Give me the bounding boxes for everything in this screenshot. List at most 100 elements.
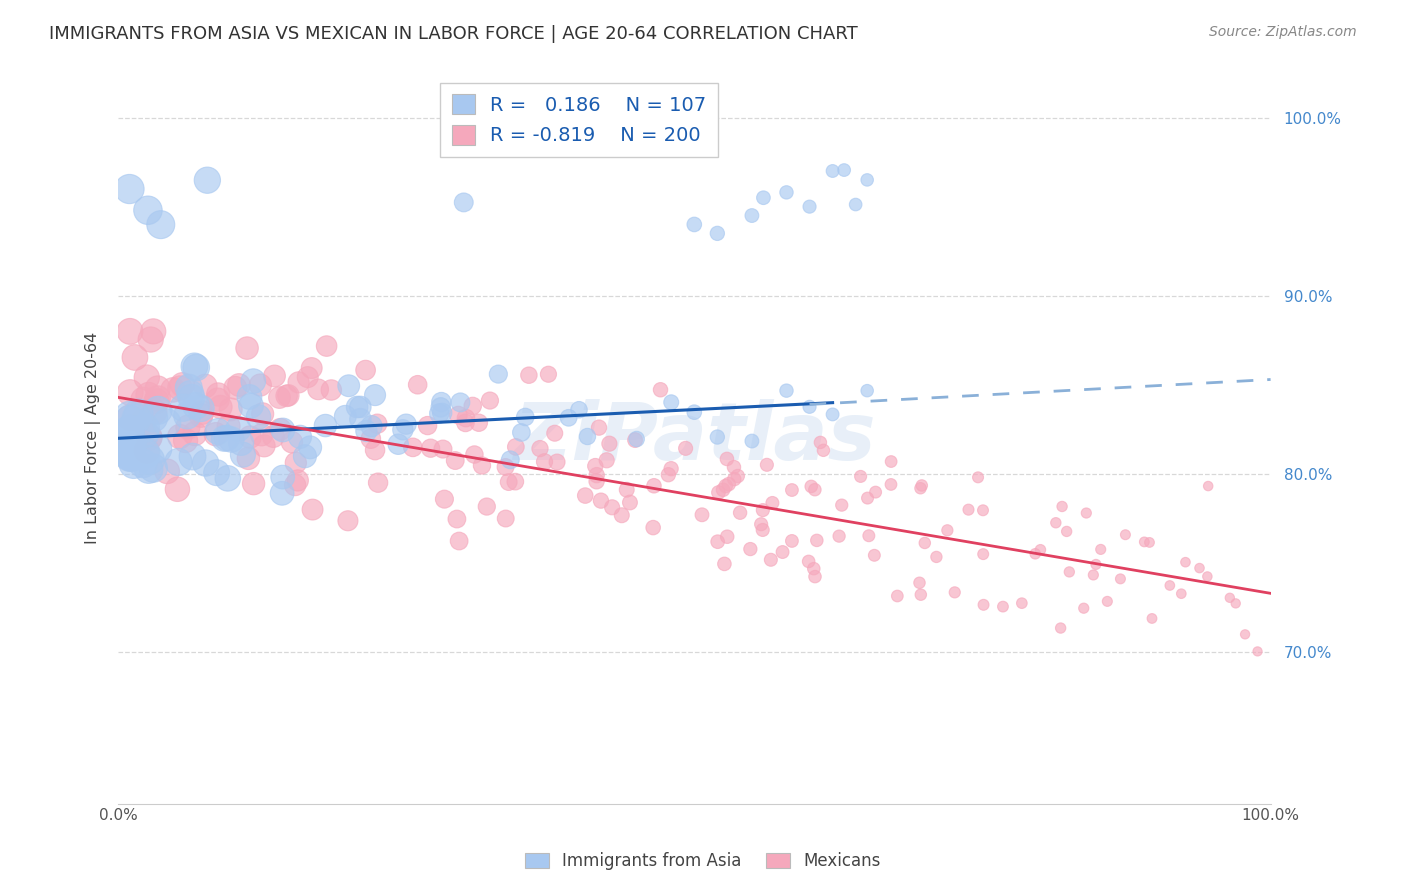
Point [741, 434, 763, 448]
Point [194, 456, 217, 470]
Point [138, 462, 160, 476]
Point [991, 599, 1014, 614]
Point [240, 399, 263, 413]
Point [427, 406, 450, 420]
Point [714, 479, 737, 493]
Point [880, 454, 903, 468]
Point [727, 469, 749, 483]
Point [810, 435, 832, 450]
Point [529, 442, 551, 456]
Point [301, 361, 323, 376]
Point [585, 468, 607, 483]
Point [207, 425, 229, 439]
Point [1246, 644, 1268, 658]
Point [250, 427, 273, 442]
Point [307, 382, 329, 396]
Point [190, 409, 212, 423]
Point [716, 452, 738, 467]
Point [387, 437, 409, 451]
Point [281, 435, 304, 450]
Point [406, 377, 429, 392]
Point [624, 433, 647, 447]
Point [207, 392, 229, 407]
Point [287, 376, 309, 390]
Point [433, 492, 456, 507]
Point [191, 406, 214, 420]
Point [967, 470, 990, 484]
Point [138, 388, 160, 402]
Point [139, 453, 162, 467]
Point [775, 384, 797, 398]
Point [135, 443, 157, 458]
Point [972, 503, 994, 517]
Point [172, 401, 194, 415]
Point [759, 553, 782, 567]
Point [463, 448, 485, 462]
Point [723, 460, 745, 475]
Point [195, 173, 218, 187]
Point [505, 440, 527, 454]
Point [1225, 596, 1247, 610]
Point [683, 218, 706, 232]
Point [546, 455, 568, 469]
Point [354, 363, 377, 377]
Point [134, 426, 156, 441]
Point [301, 502, 323, 516]
Point [471, 458, 494, 473]
Point [1159, 578, 1181, 592]
Point [118, 410, 141, 425]
Point [517, 368, 540, 383]
Point [478, 393, 501, 408]
Point [863, 549, 886, 563]
Legend: R =   0.186    N = 107, R = -0.819    N = 200: R = 0.186 N = 107, R = -0.819 N = 200 [440, 83, 718, 157]
Point [713, 557, 735, 571]
Point [751, 523, 773, 537]
Point [416, 418, 439, 433]
Point [1076, 506, 1098, 520]
Point [799, 400, 821, 414]
Point [337, 378, 360, 392]
Point [124, 351, 146, 365]
Point [533, 455, 555, 469]
Point [475, 500, 498, 514]
Point [453, 195, 475, 210]
Point [1050, 500, 1073, 514]
Point [706, 227, 728, 241]
Point [568, 402, 591, 417]
Point [419, 441, 441, 455]
Point [585, 475, 607, 489]
Point [262, 429, 284, 443]
Point [619, 495, 641, 509]
Point [468, 416, 491, 430]
Point [118, 324, 141, 338]
Point [143, 405, 166, 419]
Point [190, 401, 212, 416]
Point [690, 508, 713, 522]
Point [1090, 542, 1112, 557]
Point [269, 391, 291, 405]
Point [156, 464, 179, 478]
Point [249, 378, 271, 392]
Point [169, 429, 191, 443]
Point [537, 368, 560, 382]
Point [886, 589, 908, 603]
Point [723, 472, 745, 486]
Point [271, 423, 294, 437]
Point [444, 453, 467, 467]
Point [828, 529, 851, 543]
Point [135, 446, 157, 460]
Point [574, 489, 596, 503]
Point [228, 422, 250, 436]
Point [911, 478, 934, 492]
Point [880, 477, 903, 491]
Point [321, 383, 343, 397]
Point [499, 452, 522, 467]
Point [821, 164, 844, 178]
Point [215, 431, 238, 445]
Point [118, 423, 141, 437]
Point [349, 412, 371, 426]
Point [118, 432, 141, 446]
Point [856, 384, 879, 398]
Point [364, 443, 387, 458]
Point [775, 186, 797, 200]
